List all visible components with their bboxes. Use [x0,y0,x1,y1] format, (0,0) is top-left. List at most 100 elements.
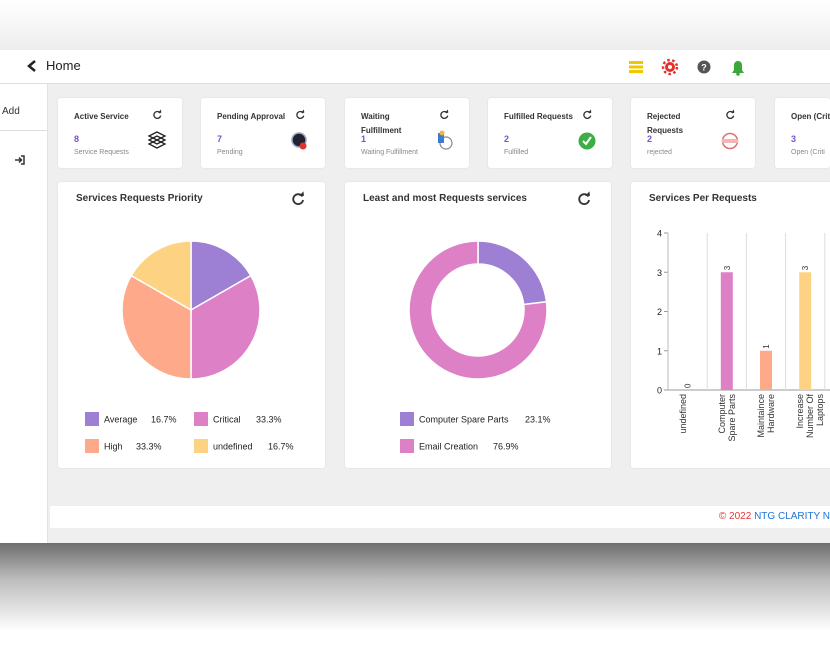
divider [0,130,47,131]
topbar: Home ? [0,50,830,84]
card-icon-badge [299,142,307,150]
legend-value: 33.3% [136,442,162,452]
toolbar-icons[interactable]: ? [626,57,750,77]
card-label: Fulfilled [504,149,529,156]
slice [408,240,548,380]
slice [190,274,261,380]
refresh-icon[interactable] [292,193,304,205]
legend-value: 16.7% [268,442,294,452]
x-tick-label: Increase Number Of Laptops [795,394,826,439]
card-title: Fulfilled Requests [504,112,573,121]
legend-label: Email Creation [419,442,478,452]
legend-label: Critical [213,415,241,425]
card-icon [147,135,167,145]
legend-swatch [194,439,208,453]
card-icon [722,139,738,143]
legend-label: Computer Spare Parts [419,415,509,425]
legend-swatch [400,439,414,453]
login-icon[interactable] [14,154,26,166]
page-title: Home [46,58,81,73]
data-label: 0 [684,383,693,388]
slice [121,274,192,380]
card-value: 8 [74,134,80,144]
kpi-card: Active Service 8 Service Requests [58,98,182,168]
card-value: 3 [791,134,797,144]
legend-label: undefined [213,442,253,452]
card-value: 1 [361,134,367,144]
y-tick-label: 0 [657,386,662,396]
company: NTG CLARITY N [754,511,830,522]
refresh-arrow [730,109,735,113]
backdrop-top [0,0,830,52]
card-title: Rejected Requests [647,112,684,135]
data-label: 3 [801,265,810,270]
data-label: 3 [723,265,732,270]
legend-swatch [400,412,414,426]
slice [190,240,252,312]
legend-value: 16.7% [151,415,177,425]
y-tick-label: 4 [657,229,662,239]
panel-title: Services Per Requests [649,193,757,204]
legend-swatch [85,439,99,453]
sidebar: Add [0,84,48,543]
kpi-card: Fulfilled Requests 2 Fulfilled [488,98,612,168]
x-tick-label: Computer Spare Parts [716,394,737,442]
card-label: Open (Criti [791,149,825,156]
refresh-icon[interactable] [296,110,305,119]
slice [477,240,548,306]
refresh-arrow [444,109,449,113]
legend-label: High [104,442,123,452]
refresh-icon[interactable] [583,110,592,119]
bar [760,350,772,390]
card-label: rejected [647,149,672,156]
refresh-arrow [299,191,304,196]
card-value: 2 [647,134,653,144]
card-title: Open (Criti [791,112,830,121]
legend-swatch [85,412,99,426]
y-tick-label: 3 [657,268,662,278]
legend-label: Average [104,415,137,425]
legend-value: 33.3% [256,415,282,425]
card-icon [147,139,167,149]
card-label: Waiting Fulfillment [361,149,418,156]
card-title: Active Service [74,112,129,121]
card-icon [582,136,592,146]
card-value: 2 [504,134,510,144]
footer-text: © 2022 NTG CLARITY N [719,511,830,522]
y-tick-label: 1 [657,346,662,356]
legend-swatch [194,412,208,426]
copyright: © 2022 [718,511,752,522]
footer: © 2022 NTG CLARITY N [50,506,830,528]
data-label: 1 [762,344,771,349]
refresh-icon[interactable] [726,110,735,119]
y-tick-label: 2 [657,307,662,317]
svg-text:?: ? [701,63,707,73]
refresh-icon[interactable] [153,110,162,119]
kpi-card: Open (Criti 3 Open (Criti [775,98,830,168]
refresh-arrow [587,109,592,113]
kpi-card: Waiting Fulfillment 1 Waiting Fulfillment [345,98,469,168]
card-title: Pending Approval [217,112,286,121]
card-icon [438,133,444,143]
card-label: Service Requests [74,149,129,156]
back-icon[interactable] [26,59,38,73]
x-tick-label: undefined [677,394,688,434]
legend-value: 76.9% [493,442,519,452]
kpi-card: Rejected Requests 2 rejected [631,98,755,168]
refresh-arrow [300,109,305,113]
backdrop-bottom [0,543,830,647]
refresh-icon[interactable] [578,193,590,205]
x-tick-label: Maintaince Hardware [756,394,776,438]
add-button[interactable]: Add [2,106,20,117]
card-value: 7 [217,134,223,144]
card-title: Waiting Fulfillment [361,112,402,135]
refresh-arrow [157,109,162,113]
legend-value: 23.1% [525,415,551,425]
slice [130,240,192,312]
panel-title: Services Requests Priority [76,193,203,204]
refresh-icon[interactable] [440,110,449,119]
card-icon [439,130,445,136]
bar [720,272,733,390]
